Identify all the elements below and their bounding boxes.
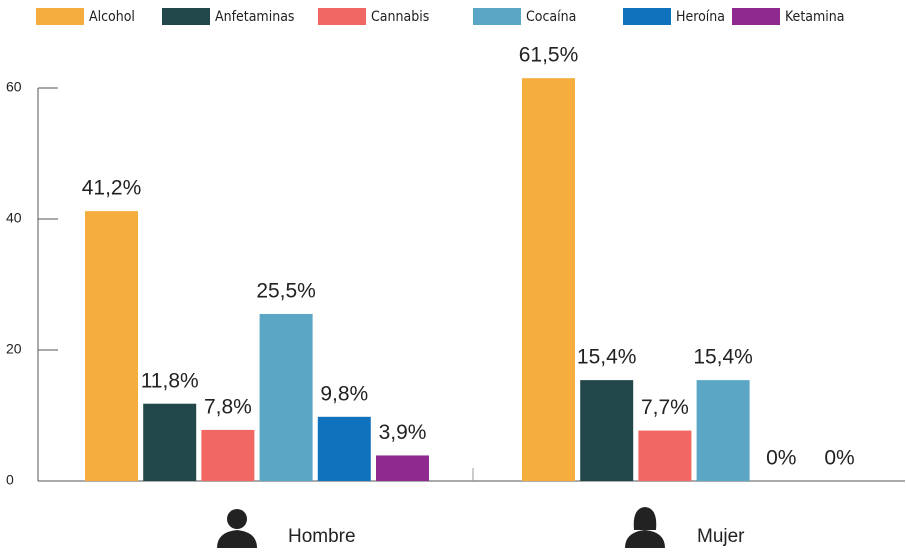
bar [201,429,255,481]
legend-label: Cocaína [526,9,576,25]
bar [259,313,313,481]
x-tick-label: Hombre [288,526,356,547]
y-tick-label: 0 [6,472,14,488]
x-tick-label: Mujer [697,526,745,547]
value-label: 41,2% [82,177,142,200]
y-tick-label: 20 [6,341,22,357]
bar [638,430,692,481]
value-label: 0% [766,447,796,470]
bar [85,211,138,481]
value-label: 15,4% [577,346,637,369]
female-icon [625,507,665,548]
legend-swatch [162,8,210,25]
legend-label: Alcohol [89,9,135,25]
legend-label: Heroína [676,9,725,25]
bar [580,380,634,481]
value-label: 3,9% [379,421,427,444]
value-label: 11,8% [141,369,199,392]
male-icon [217,509,257,548]
value-label: 7,7% [641,396,689,419]
legend-label: Cannabis [371,9,429,25]
value-label: 25,5% [256,280,316,303]
y-tick-label: 60 [6,79,22,95]
legend-swatch [623,8,671,25]
legend-swatch [732,8,780,25]
value-label: 0% [824,447,854,470]
legend-swatch [473,8,521,25]
value-label: 9,8% [320,382,368,405]
value-label: 15,4% [693,346,753,369]
bar [696,380,750,481]
bar [317,416,371,481]
legend-label: Ketamina [785,9,844,25]
legend-swatch [36,8,84,25]
y-tick-label: 40 [6,210,22,226]
bar [143,403,197,481]
bar [376,455,429,481]
value-label: 7,8% [204,395,252,418]
legend-swatch [318,8,366,25]
bar [522,78,575,482]
value-label: 61,5% [519,44,579,67]
legend-label: Anfetaminas [215,9,294,25]
